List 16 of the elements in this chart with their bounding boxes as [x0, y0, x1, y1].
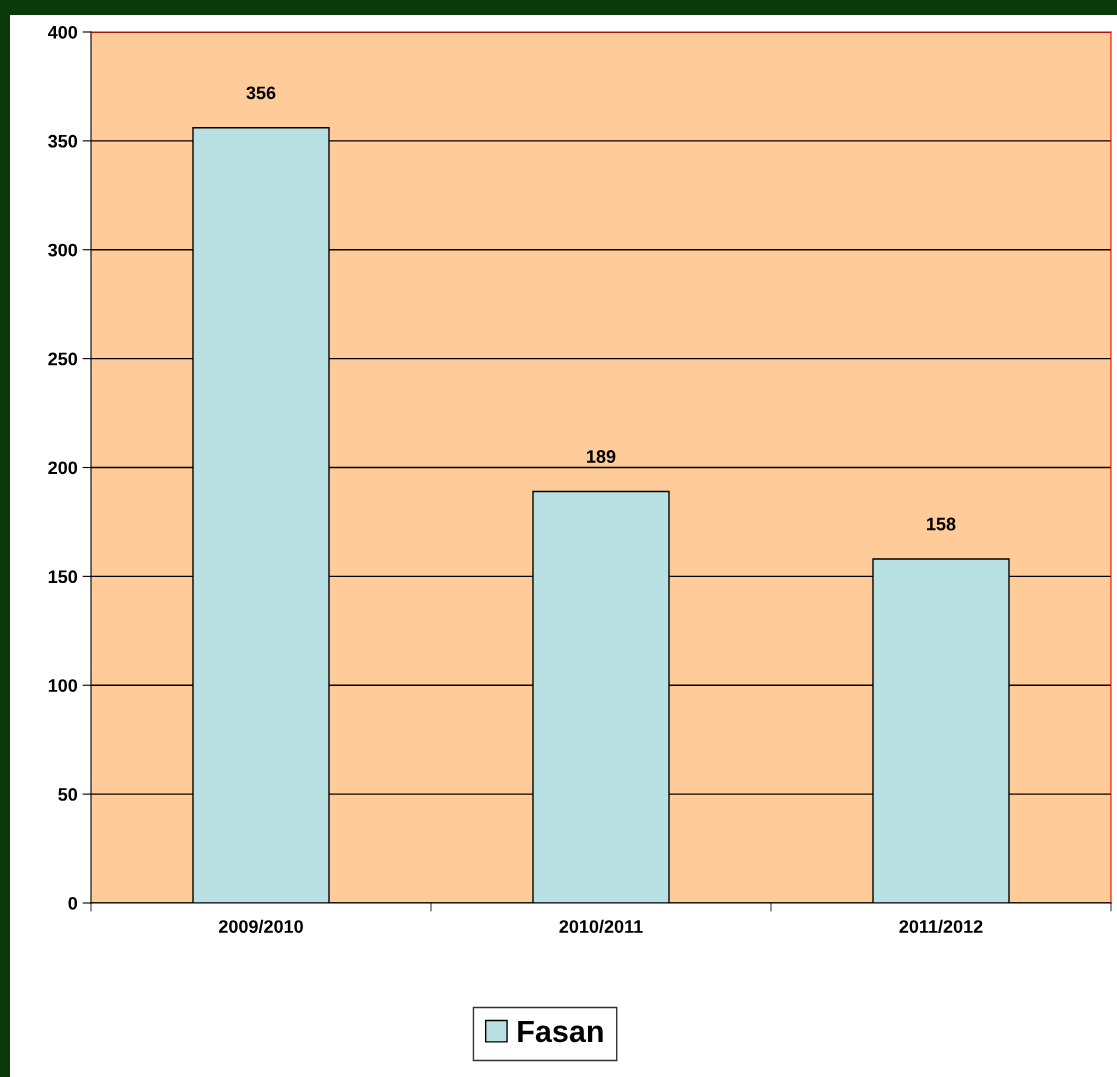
x-tick-label: 2009/2010 [218, 919, 303, 934]
y-tick-label: 0 [68, 896, 78, 910]
x-tick-label: 2010/2011 [559, 919, 643, 934]
y-tick-label: 150 [48, 570, 78, 584]
y-tick-label: 250 [48, 352, 78, 366]
x-tick-label: 2011/2012 [899, 919, 983, 934]
data-label: 189 [587, 450, 616, 463]
y-tick-label: 350 [48, 134, 78, 148]
legend-label: Fasan [518, 1020, 603, 1043]
data-label: 158 [927, 517, 956, 531]
y-tick-label: 400 [47, 25, 78, 39]
y-tick-label: 300 [48, 243, 78, 257]
y-tick-label: 200 [48, 461, 78, 475]
data-label: 356 [246, 86, 276, 100]
y-tick-label: 50 [58, 788, 78, 801]
y-tick-label: 100 [48, 679, 78, 692]
